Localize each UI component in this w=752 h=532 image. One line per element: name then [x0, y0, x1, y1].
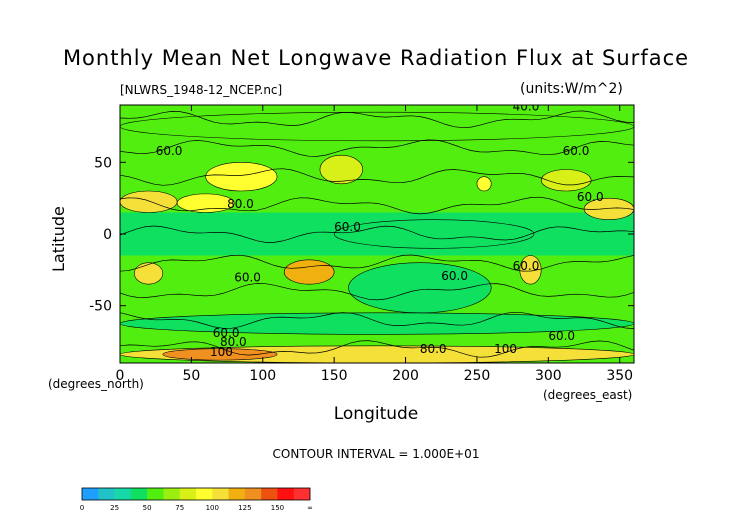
colorbar-label: 100	[206, 504, 219, 512]
contour-label: 60.0	[334, 220, 361, 234]
colorbar-swatch	[130, 488, 148, 500]
x-unit-label: (degrees_east)	[543, 388, 633, 402]
contour-label: 60.0	[513, 259, 540, 273]
colorbar-swatch	[261, 488, 278, 500]
colorbar-swatch	[163, 488, 181, 500]
colorbar-label: ∞	[307, 504, 313, 512]
contour-line	[120, 196, 634, 215]
colorbar-swatch	[293, 488, 311, 500]
colorbar-swatch	[98, 488, 115, 500]
contour-label: 100	[494, 342, 517, 356]
colorbar-label: 25	[110, 504, 119, 512]
contour-label: 60.0	[441, 269, 468, 283]
contour-label: 60.0	[577, 190, 604, 204]
colorbar-frame	[81, 487, 311, 501]
y-tick-label: 50	[94, 155, 112, 171]
field-region	[120, 312, 634, 335]
field-region	[333, 219, 535, 249]
contour-interval-label: CONTOUR INTERVAL = 1.000E+01	[272, 447, 480, 461]
x-tick-label: 200	[392, 368, 419, 384]
field-region	[283, 259, 335, 285]
contour-label: 60.0	[548, 329, 575, 343]
units-label: (units:W/m^2)	[520, 81, 623, 97]
colorbar-swatch	[196, 488, 213, 500]
colorbar-label: 50	[143, 504, 152, 512]
x-tick-label: 0	[116, 368, 125, 384]
chart-title: Monthly Mean Net Longwave Radiation Flux…	[62, 46, 690, 70]
contour-line	[120, 168, 634, 186]
x-tick-label: 100	[249, 368, 276, 384]
field-region	[133, 262, 164, 285]
contour-label: 100	[210, 345, 233, 359]
contour-line	[120, 254, 634, 272]
colorbar-label: 125	[238, 504, 251, 512]
x-tick-label: 150	[321, 368, 348, 384]
contour-label: 80.0	[220, 335, 247, 349]
field-region	[519, 255, 542, 285]
colorbar-swatch	[244, 488, 262, 500]
field-region	[476, 176, 492, 192]
colorbar-swatch	[114, 488, 132, 500]
contour-label: 40.0	[513, 100, 540, 114]
contour-line	[120, 283, 634, 301]
y-unit-label: (degrees_north)	[48, 377, 144, 391]
contour-line	[120, 311, 634, 329]
colorbar-swatch	[228, 488, 246, 500]
file-name-label: [NLWRS_1948-12_NCEP.nc]	[120, 83, 283, 97]
colorbar-label: 0	[80, 504, 84, 512]
contour-label: 80.0	[227, 197, 254, 211]
x-axis-label: Longitude	[333, 404, 419, 424]
colorbar-swatch	[277, 488, 295, 500]
x-tick-label: 250	[464, 368, 491, 384]
colorbar-label: 75	[175, 504, 184, 512]
contour-line	[120, 340, 634, 358]
field-region	[176, 193, 235, 213]
contour-label: 80.0	[420, 342, 447, 356]
colorbar-swatch	[179, 488, 197, 500]
contour-line	[120, 110, 634, 129]
contour-line	[120, 225, 634, 243]
colorbar-swatch	[147, 488, 164, 500]
contour-label: 60.0	[234, 270, 261, 284]
field-layer: 40.060.060.080.060.060.0 60.060.060.080.0…	[120, 100, 634, 363]
y-tick-label: -50	[89, 299, 112, 315]
colorbar-swatch	[212, 488, 229, 500]
x-tick-label: 350	[606, 368, 633, 384]
contour-label: 60.0	[213, 326, 240, 340]
x-tick-label: 50	[182, 368, 200, 384]
field-region	[120, 190, 178, 213]
colorbar-label: 150	[271, 504, 284, 512]
x-tick-label: 300	[535, 368, 562, 384]
contour-label: 60.0	[156, 144, 183, 158]
contour-line	[120, 139, 634, 157]
y-tick-label: 0	[103, 227, 112, 243]
colorbar-swatch	[82, 488, 99, 500]
field-region	[540, 169, 592, 192]
field-region	[205, 162, 278, 192]
field-region	[319, 154, 364, 185]
contour-label: 60.0	[563, 144, 590, 158]
